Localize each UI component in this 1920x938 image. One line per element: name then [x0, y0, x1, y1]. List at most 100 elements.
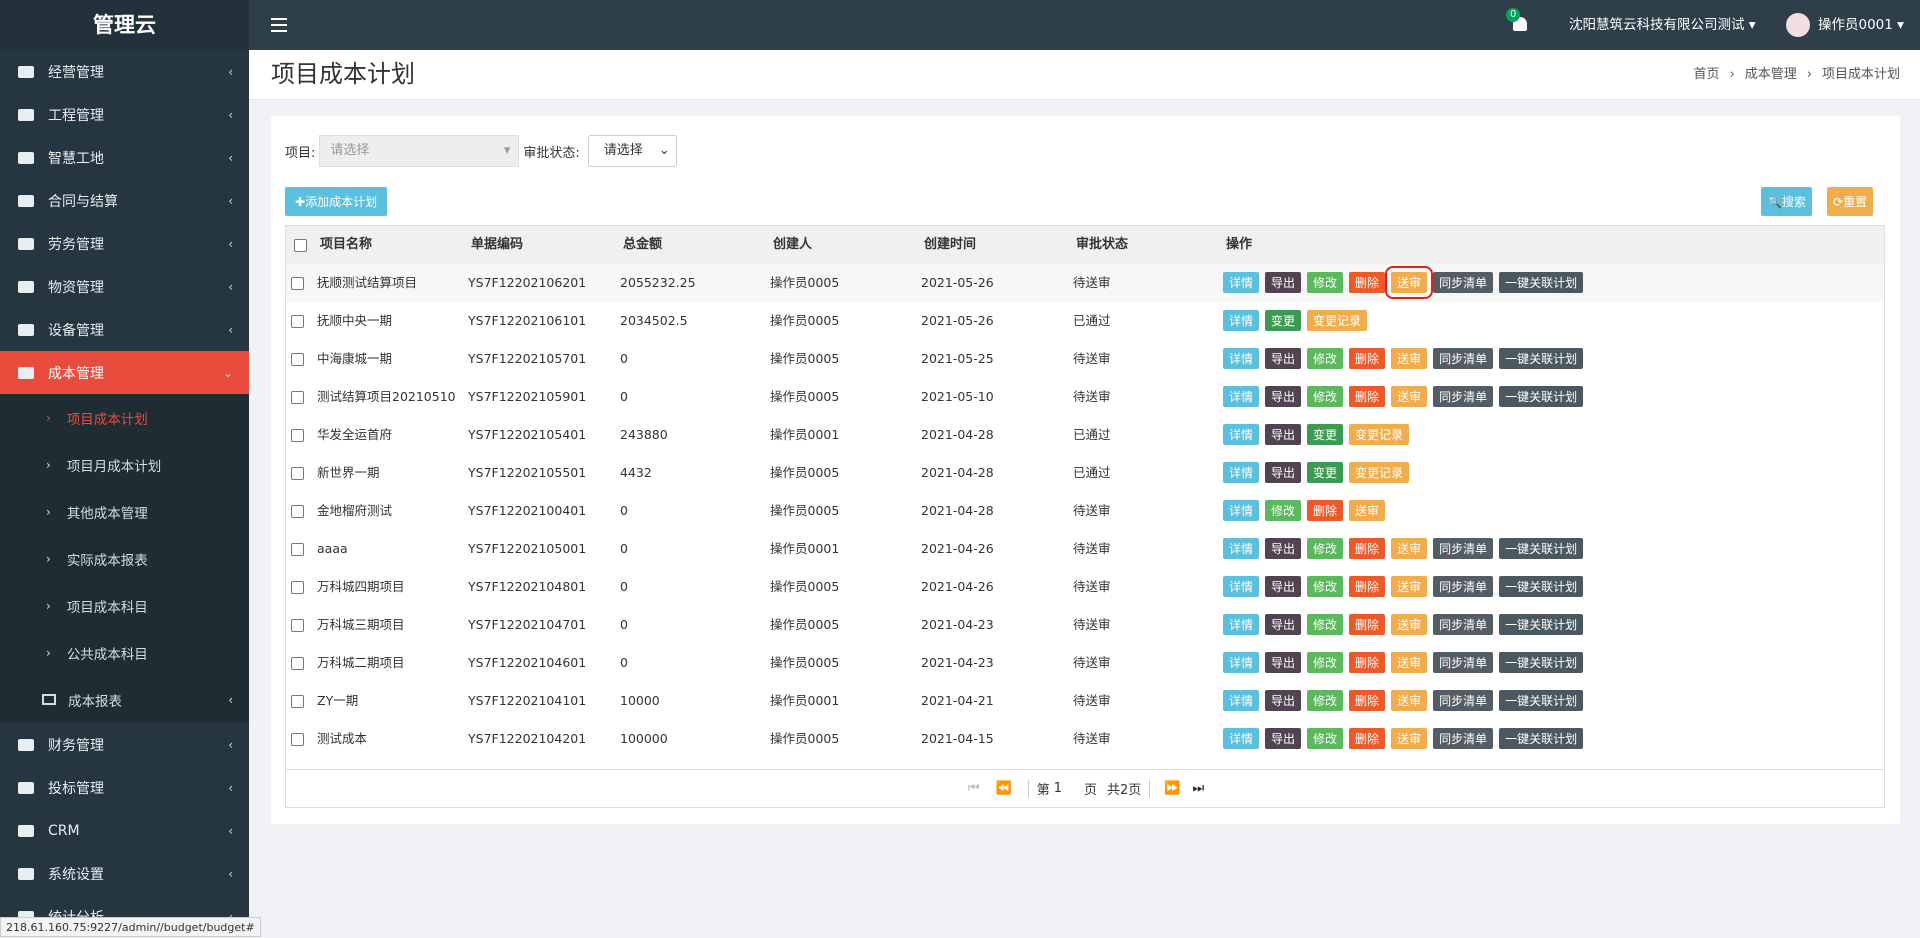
checkbox[interactable]: [291, 733, 304, 746]
action-button[interactable]: 详情: [1223, 652, 1260, 673]
action-button[interactable]: 送审: [1391, 348, 1428, 369]
submenu-item[interactable]: › 项目月成本计划: [0, 441, 249, 488]
action-button[interactable]: 导出: [1265, 424, 1302, 445]
action-button[interactable]: 修改: [1307, 348, 1344, 369]
submenu-item[interactable]: › 项目成本科目: [0, 582, 249, 629]
action-button[interactable]: 详情: [1223, 690, 1260, 711]
submenu-item[interactable]: › 其他成本管理: [0, 488, 249, 535]
breadcrumb-item[interactable]: 首页: [1693, 67, 1720, 82]
submenu-item[interactable]: › 实际成本报表: [0, 535, 249, 582]
action-button[interactable]: 送审: [1349, 500, 1386, 521]
action-button[interactable]: 修改: [1307, 386, 1344, 407]
action-button[interactable]: 详情: [1223, 576, 1260, 597]
menu-item[interactable]: 设备管理 ‹: [0, 308, 249, 351]
action-button[interactable]: 详情: [1223, 310, 1260, 331]
action-button[interactable]: 删除: [1349, 538, 1386, 559]
checkbox[interactable]: [291, 467, 304, 480]
checkbox[interactable]: [291, 391, 304, 404]
menu-item[interactable]: CRM ‹: [0, 809, 249, 852]
checkbox[interactable]: [291, 581, 304, 594]
action-button[interactable]: 导出: [1265, 348, 1302, 369]
action-button[interactable]: 详情: [1223, 538, 1260, 559]
checkbox[interactable]: [291, 543, 304, 556]
action-button[interactable]: 详情: [1223, 500, 1260, 521]
action-button[interactable]: 变更记录: [1349, 462, 1410, 483]
action-button[interactable]: 送审: [1391, 614, 1428, 635]
action-button[interactable]: 详情: [1223, 272, 1260, 293]
action-button[interactable]: 一键关联计划: [1499, 614, 1584, 635]
checkbox[interactable]: [291, 315, 304, 328]
action-button[interactable]: 送审: [1391, 690, 1428, 711]
action-button[interactable]: 同步清单: [1433, 386, 1494, 407]
action-button[interactable]: 详情: [1223, 386, 1260, 407]
action-button[interactable]: 一键关联计划: [1499, 272, 1584, 293]
action-button[interactable]: 修改: [1307, 690, 1344, 711]
status-select[interactable]: 请选择 ⌄: [587, 135, 677, 167]
menu-item[interactable]: 财务管理 ‹: [0, 723, 249, 766]
action-button[interactable]: 送审: [1391, 538, 1428, 559]
action-button[interactable]: 同步清单: [1433, 614, 1494, 635]
action-button[interactable]: 删除: [1349, 614, 1386, 635]
action-button[interactable]: 同步清单: [1433, 272, 1494, 293]
action-button[interactable]: 修改: [1307, 652, 1344, 673]
checkbox[interactable]: [291, 619, 304, 632]
action-button[interactable]: 变更: [1265, 310, 1302, 331]
avatar[interactable]: [1786, 13, 1810, 37]
submenu-item[interactable]: 成本报表 ‹: [0, 676, 249, 723]
action-button[interactable]: 详情: [1223, 462, 1260, 483]
action-button[interactable]: 一键关联计划: [1499, 652, 1584, 673]
action-button[interactable]: 一键关联计划: [1499, 538, 1584, 559]
action-button[interactable]: 详情: [1223, 728, 1260, 749]
submenu-item[interactable]: › 项目成本计划: [0, 394, 249, 441]
action-button[interactable]: 删除: [1349, 690, 1386, 711]
action-button[interactable]: 同步清单: [1433, 728, 1494, 749]
menu-toggle[interactable]: [271, 18, 287, 32]
submenu-item[interactable]: › 公共成本科目: [0, 629, 249, 676]
action-button[interactable]: 变更: [1307, 462, 1344, 483]
action-button[interactable]: 变更记录: [1307, 310, 1368, 331]
action-button[interactable]: 一键关联计划: [1499, 386, 1584, 407]
action-button[interactable]: 修改: [1307, 576, 1344, 597]
action-button[interactable]: 详情: [1223, 424, 1260, 445]
search-button[interactable]: 🔍 搜索: [1761, 187, 1812, 216]
action-button[interactable]: 删除: [1349, 272, 1386, 293]
action-button[interactable]: 修改: [1265, 500, 1302, 521]
breadcrumb-item[interactable]: 成本管理: [1744, 67, 1797, 82]
action-button[interactable]: 送审: [1391, 386, 1428, 407]
add-button[interactable]: ✚ 添加成本计划: [285, 187, 388, 216]
menu-item[interactable]: 劳务管理 ‹: [0, 222, 249, 265]
action-button[interactable]: 删除: [1307, 500, 1344, 521]
checkbox[interactable]: [291, 277, 304, 290]
action-button[interactable]: 送审: [1385, 266, 1434, 299]
menu-item[interactable]: 智慧工地 ‹: [0, 136, 249, 179]
checkbox[interactable]: [291, 657, 304, 670]
action-button[interactable]: 导出: [1265, 690, 1302, 711]
project-select[interactable]: 请选择 ▾: [319, 135, 520, 167]
checkbox[interactable]: [291, 353, 304, 366]
menu-item[interactable]: 物资管理 ‹: [0, 265, 249, 308]
page-nav[interactable]: ⏭: [1192, 781, 1205, 796]
action-button[interactable]: 导出: [1265, 272, 1302, 293]
action-button[interactable]: 删除: [1349, 576, 1386, 597]
page-nav[interactable]: ⏮: [967, 781, 980, 796]
action-button[interactable]: 修改: [1307, 538, 1344, 559]
action-button[interactable]: 同步清单: [1433, 538, 1494, 559]
action-button[interactable]: 导出: [1265, 576, 1302, 597]
action-button[interactable]: 详情: [1223, 348, 1260, 369]
action-button[interactable]: 删除: [1349, 728, 1386, 749]
company[interactable]: 沈阳慧筑云科技有限公司测试 ▾: [1569, 17, 1756, 33]
action-button[interactable]: 导出: [1265, 386, 1302, 407]
action-button[interactable]: 修改: [1307, 728, 1344, 749]
action-button[interactable]: 导出: [1265, 728, 1302, 749]
action-button[interactable]: 导出: [1265, 538, 1302, 559]
reset-button[interactable]: ⟳ 重置: [1827, 187, 1874, 216]
action-button[interactable]: 一键关联计划: [1499, 576, 1584, 597]
user[interactable]: 操作员0001 ▾: [1818, 17, 1904, 33]
action-button[interactable]: 详情: [1223, 614, 1260, 635]
action-button[interactable]: 删除: [1349, 386, 1386, 407]
action-button[interactable]: 送审: [1391, 728, 1428, 749]
action-button[interactable]: 送审: [1391, 576, 1428, 597]
page-nav[interactable]: ⏩: [1164, 781, 1181, 796]
checkbox[interactable]: [291, 695, 304, 708]
action-button[interactable]: 同步清单: [1433, 348, 1494, 369]
